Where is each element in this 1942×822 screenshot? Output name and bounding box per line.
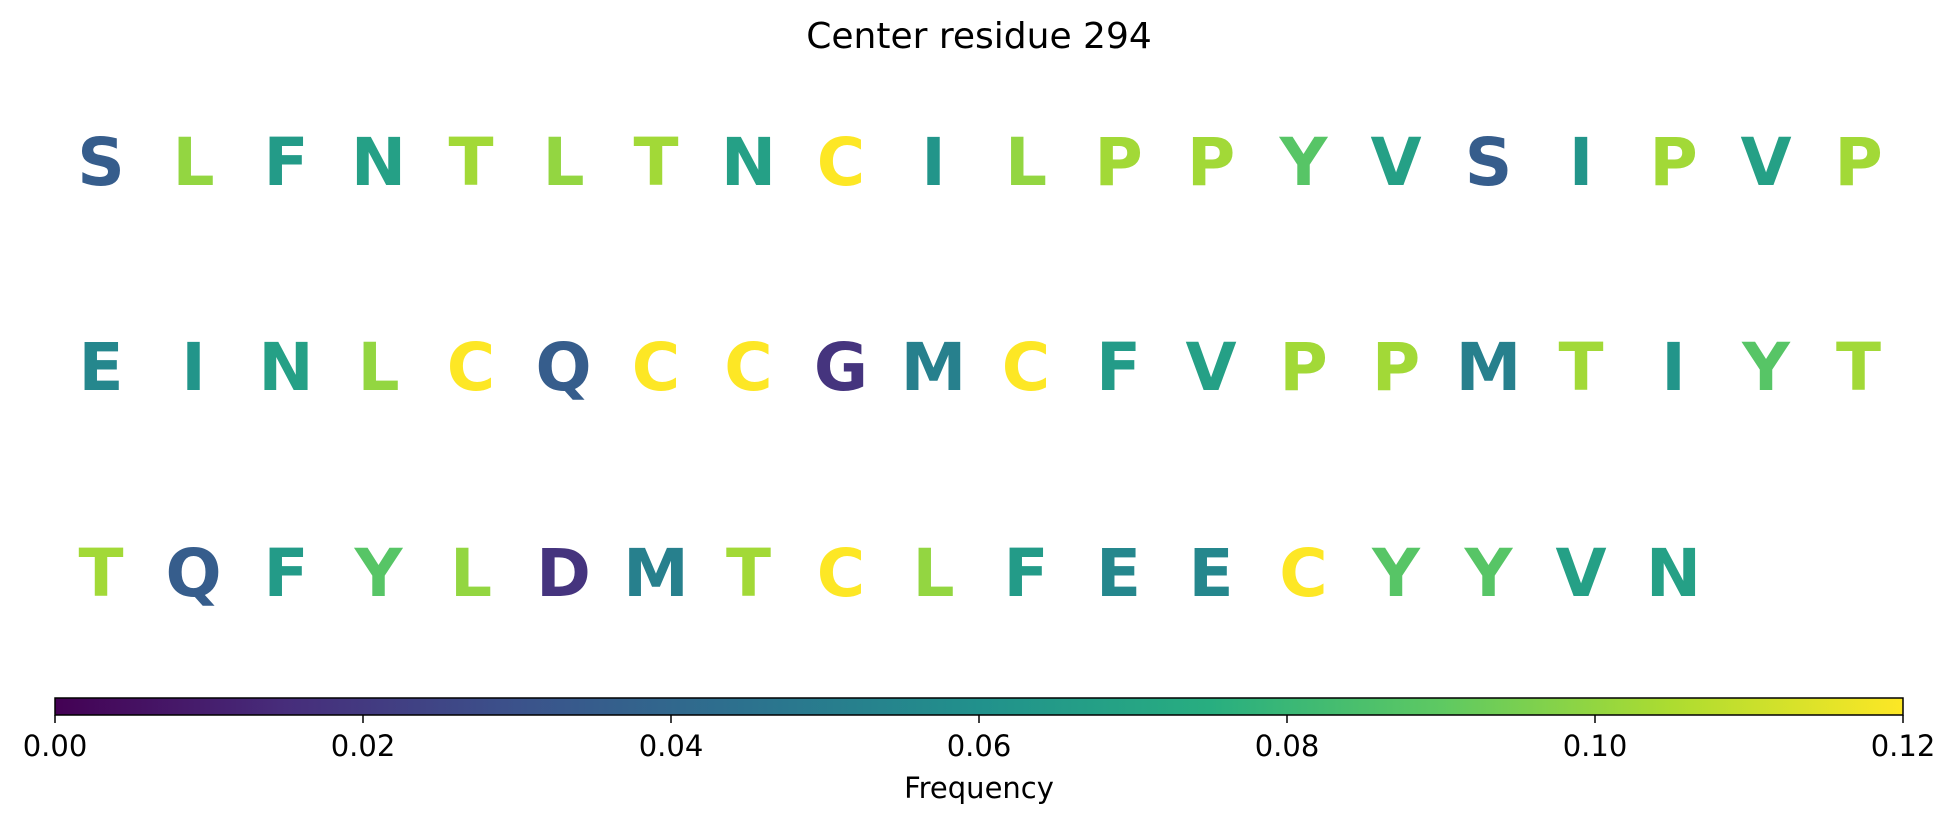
colorbar-tick-label: 0.02 xyxy=(331,729,396,763)
residue-letter: L xyxy=(912,535,954,612)
residue-letter: Y xyxy=(1279,124,1329,201)
residue-letter: L xyxy=(450,535,492,612)
colorbar-gradient xyxy=(54,697,1904,716)
residue-letter: C xyxy=(632,329,680,406)
residue-letter: L xyxy=(357,329,399,406)
residue-letter: C xyxy=(1002,329,1050,406)
colorbar: 0.00 0.02 0.04 0.06 0.08 0.10 0.12 Frequency xyxy=(23,697,1936,805)
residue-letter: P xyxy=(1279,329,1327,406)
residue-letter: Y xyxy=(1371,535,1421,612)
residue-letter: S xyxy=(77,124,125,201)
residue-letter: I xyxy=(921,124,946,201)
residue-letter: D xyxy=(536,535,591,612)
residue-letter: C xyxy=(1279,535,1327,612)
residue-letter: P xyxy=(1649,124,1697,201)
colorbar-tick-label: 0.08 xyxy=(1255,729,1320,763)
residue-letter: E xyxy=(1188,535,1233,612)
colorbar-tick-label: 0.10 xyxy=(1563,729,1628,763)
residue-letter: F xyxy=(1096,329,1141,406)
residue-letter: S xyxy=(1465,124,1513,201)
residue-letter: V xyxy=(1555,535,1606,612)
residue-letter: Y xyxy=(354,535,404,612)
residue-letter: Y xyxy=(1464,535,1514,612)
residue-letter: C xyxy=(724,329,772,406)
residue-letter: M xyxy=(623,535,689,612)
residue-letter-grid: S L F N T L T N C I L P P Y V S I P V PE I N L C Q C C G M C F V P P M T I Y T… xyxy=(77,124,1882,612)
colorbar-ticks: 0.00 0.02 0.04 0.06 0.08 0.10 0.12 xyxy=(23,715,1936,763)
colorbar-label: Frequency xyxy=(904,771,1054,805)
residue-letter: L xyxy=(542,124,584,201)
residue-letter: Q xyxy=(535,329,591,406)
residue-letter: E xyxy=(1096,535,1141,612)
residue-letter: V xyxy=(1185,329,1236,406)
residue-letter: T xyxy=(726,535,771,612)
residue-letter: C xyxy=(817,124,865,201)
colorbar-tick-label: 0.06 xyxy=(947,729,1012,763)
colorbar-tick-label: 0.12 xyxy=(1871,729,1936,763)
residue-letter: T xyxy=(1558,329,1603,406)
residue-letter: N xyxy=(721,124,776,201)
residue-letter: T xyxy=(78,535,123,612)
residue-letter: T xyxy=(1836,329,1881,406)
chart-title: Center residue 294 xyxy=(806,16,1152,57)
residue-letter: P xyxy=(1834,124,1882,201)
residue-letter: I xyxy=(1661,329,1686,406)
residue-letter: L xyxy=(172,124,214,201)
residue-letter: T xyxy=(448,124,493,201)
residue-letter: F xyxy=(263,535,308,612)
residue-letter: I xyxy=(181,329,206,406)
residue-letter: G xyxy=(814,329,868,406)
residue-letter: C xyxy=(447,329,495,406)
residue-letter: Q xyxy=(165,535,221,612)
residue-letter: P xyxy=(1187,124,1235,201)
residue-letter: V xyxy=(1370,124,1421,201)
residue-letter: P xyxy=(1372,329,1420,406)
residue-letter: N xyxy=(258,329,313,406)
residue-letter: T xyxy=(633,124,678,201)
residue-letter: N xyxy=(351,124,406,201)
residue-letter: M xyxy=(901,329,967,406)
residue-letter: E xyxy=(78,329,123,406)
residue-letter: N xyxy=(1646,535,1701,612)
residue-letter: F xyxy=(263,124,308,201)
residue-letter: V xyxy=(1740,124,1791,201)
residue-letter: F xyxy=(1003,535,1048,612)
residue-letter: M xyxy=(1456,329,1522,406)
residue-letter: C xyxy=(817,535,865,612)
residue-letter: P xyxy=(1094,124,1142,201)
residue-letter: Y xyxy=(1741,329,1791,406)
colorbar-tick-label: 0.04 xyxy=(639,729,704,763)
residue-letter: L xyxy=(1005,124,1047,201)
colorbar-tick-label: 0.00 xyxy=(23,729,88,763)
residue-letter: I xyxy=(1569,124,1594,201)
